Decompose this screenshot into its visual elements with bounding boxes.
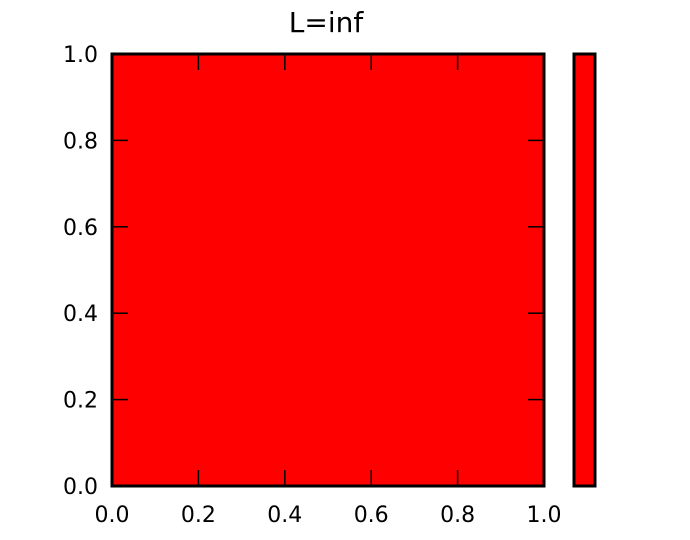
heatmap-cell <box>112 54 544 486</box>
x-tick-label: 0.2 <box>181 503 216 528</box>
colorbar <box>572 52 597 488</box>
x-tick-label: 0.8 <box>440 503 475 528</box>
y-tick-label: 0.8 <box>63 129 98 154</box>
y-tick-label: 0.6 <box>63 216 98 241</box>
chart-title: L=inf <box>289 6 365 39</box>
x-tick-label: 0.4 <box>267 503 302 528</box>
y-tick-label: 0.0 <box>63 475 98 500</box>
y-tick-label: 0.2 <box>63 389 98 414</box>
x-axis: 0.0 0.2 0.4 0.6 0.8 1.0 <box>95 54 562 528</box>
y-tick-label: 0.4 <box>63 302 98 327</box>
x-tick-label: 0.6 <box>354 503 389 528</box>
y-axis: 0.0 0.2 0.4 0.6 0.8 1.0 <box>63 43 544 500</box>
axes-frame <box>110 52 546 488</box>
x-tick-label: 0.0 <box>95 503 130 528</box>
plot-area: 0.0 0.2 0.4 0.6 0.8 1.0 0.0 0.2 0.4 0.6 0.8 1.0 <box>63 43 562 528</box>
y-tick-label: 1.0 <box>63 43 98 68</box>
x-tick-label: 1.0 <box>527 503 562 528</box>
